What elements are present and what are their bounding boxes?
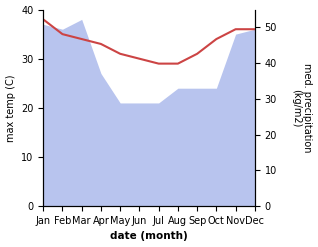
Y-axis label: med. precipitation
(kg/m2): med. precipitation (kg/m2) — [291, 63, 313, 153]
X-axis label: date (month): date (month) — [110, 231, 188, 242]
Y-axis label: max temp (C): max temp (C) — [5, 74, 16, 142]
